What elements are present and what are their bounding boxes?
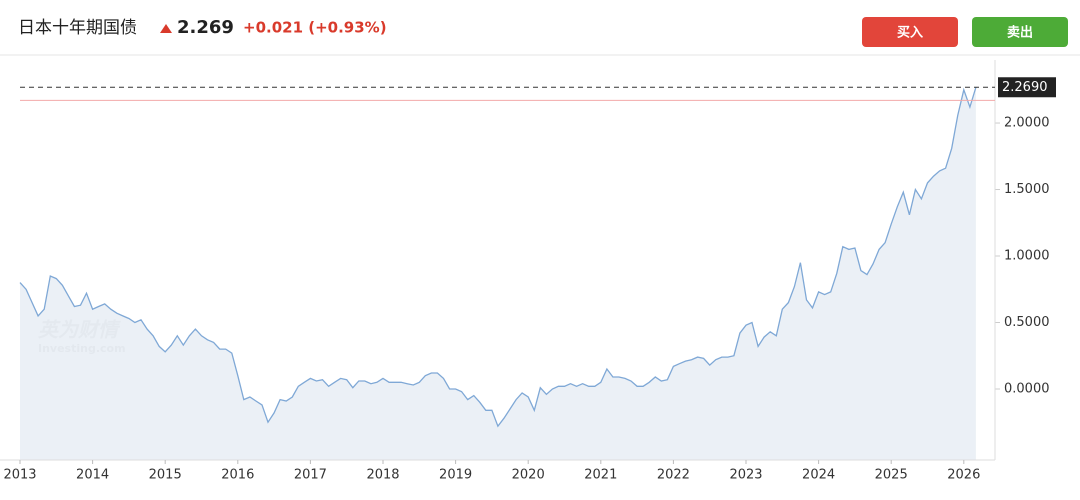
x-tick-label: 2025 [875,468,908,483]
x-tick-label: 2013 [3,468,36,483]
change: +0.021 (+0.93%) [243,19,387,37]
x-tick-label: 2019 [439,468,472,483]
x-tick-label: 2014 [76,468,109,483]
x-tick-label: 2022 [657,468,690,483]
x-tick-label: 2016 [221,468,254,483]
sell-label[interactable]: 卖出 [1007,25,1033,41]
y-tick-label: 1.5000 [1004,182,1050,197]
x-tick-label: 2015 [149,468,182,483]
up-arrow [160,24,172,33]
y-tick-label: 0.0000 [1004,381,1050,396]
price: 2.269 [177,17,234,38]
chart-title: 日本十年期国债 [18,18,137,38]
buy-button[interactable] [862,17,958,47]
area [20,87,976,461]
y-tick-label: 2.0000 [1004,116,1050,131]
last-value-label: 2.2690 [1002,80,1048,95]
x-tick-label: 2018 [366,468,399,483]
line [19,87,977,428]
y-tick-label: 1.0000 [1004,249,1050,264]
buy-label[interactable]: 买入 [897,26,923,41]
x-tick-label: 2026 [947,468,980,483]
sell-button[interactable] [972,17,1068,47]
x-tick-label: 2020 [512,468,545,483]
x-tick-label: 2024 [802,468,835,483]
x-tick-label: 2021 [584,468,617,483]
y-tick-label: 0.5000 [1004,315,1050,330]
x-tick-label: 2017 [294,468,327,483]
x-tick-label: 2023 [729,468,762,483]
last-value-box [998,77,1056,98]
